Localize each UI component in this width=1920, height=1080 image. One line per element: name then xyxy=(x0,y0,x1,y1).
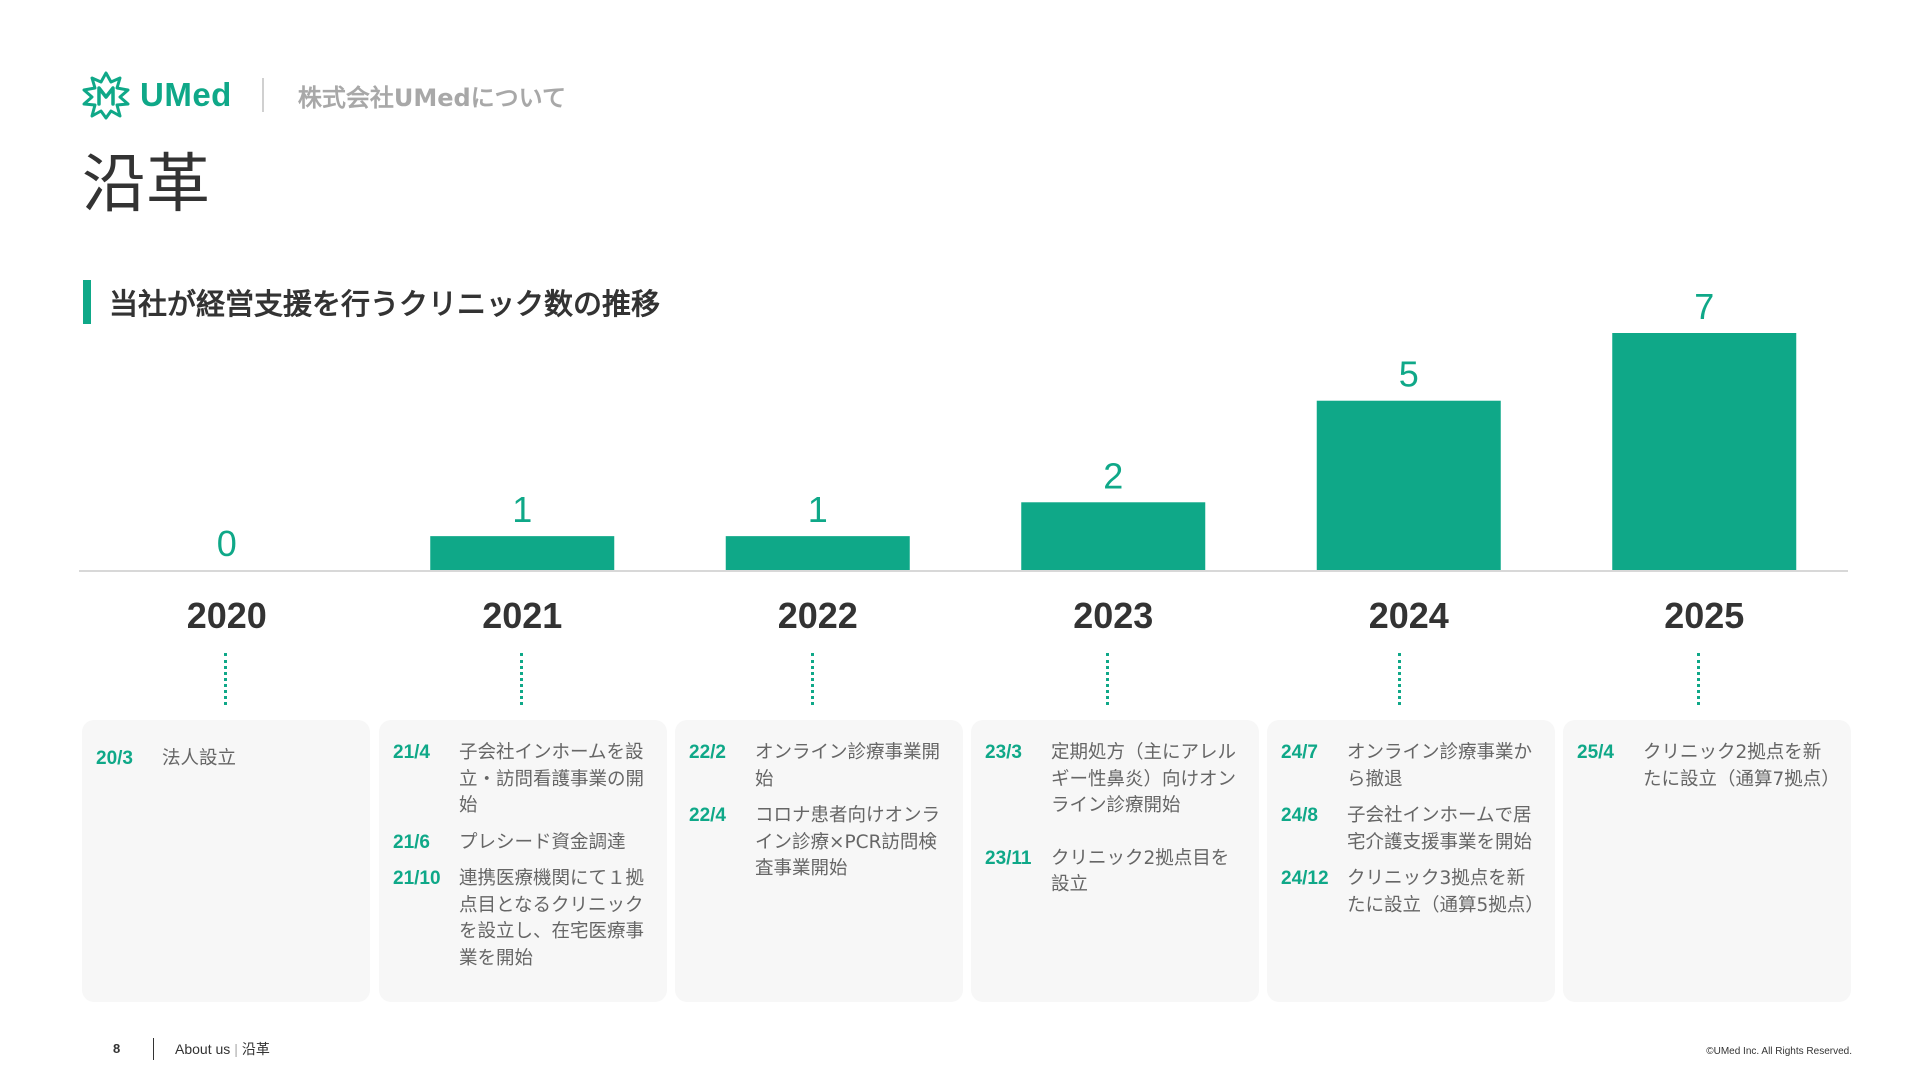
timeline-connector-2020 xyxy=(224,653,227,705)
chart-data-label-2025: 7 xyxy=(1694,286,1714,327)
timeline-connector-2022 xyxy=(811,653,814,705)
chart-category-label-2025: 2025 xyxy=(1664,595,1744,636)
timeline-event: 20/3 法人設立 xyxy=(96,746,356,773)
timeline-connector-2021 xyxy=(520,653,523,705)
timeline-event-date: 21/4 xyxy=(393,742,430,763)
timeline-event-text: 定期処方（主にアレルギー性鼻炎）向けオンライン診療開始 xyxy=(1051,742,1237,816)
footer-pipe: | xyxy=(234,1041,238,1057)
footer-section-en: About us xyxy=(175,1041,231,1057)
chart-data-label-2024: 5 xyxy=(1399,354,1419,395)
timeline-event: 23/11 クリニック2拠点目を設立 xyxy=(985,846,1245,899)
timeline-card-2021: 21/4 子会社インホームを設立・訪問看護事業の開始 21/6 プレシード資金調達 21… xyxy=(379,720,667,1002)
clinic-count-bar-chart: 0 2020 1 2021 1 2022 2 2023 5 2024 7 2025 xyxy=(79,286,1848,636)
timeline-event-date: 24/7 xyxy=(1281,742,1318,763)
timeline-event-text: クリニック3拠点を新たに設立（通算5拠点） xyxy=(1347,868,1544,916)
timeline-event-text: 法人設立 xyxy=(162,748,237,769)
timeline-event-date: 21/6 xyxy=(393,831,430,853)
footer-page-number: 8 xyxy=(113,1041,121,1056)
header-subtitle: 株式会社UMedについて xyxy=(297,83,566,112)
timeline-connector-2023 xyxy=(1106,653,1109,705)
timeline-event: 24/12 クリニック3拠点を新たに設立（通算5拠点） xyxy=(1281,866,1544,919)
section-heading-text: 当社が経営支援を行うクリニック数の推移 xyxy=(109,287,661,321)
chart-bar-2025 xyxy=(1612,333,1797,570)
timeline-event-date: 22/2 xyxy=(689,742,726,763)
timeline-event-date: 20/3 xyxy=(96,748,133,769)
timeline-event-date: 23/11 xyxy=(985,847,1032,869)
timeline-event-date: 24/12 xyxy=(1281,868,1329,889)
timeline-event-date: 24/8 xyxy=(1281,805,1318,826)
timeline-connector-2025 xyxy=(1697,653,1700,705)
timeline-event-date: 21/10 xyxy=(393,868,441,889)
footer-divider xyxy=(153,1038,154,1060)
timeline-event: 22/2 オンライン診療事業開始 xyxy=(689,740,949,793)
brand-header: UMed 株式会社UMedについて xyxy=(80,70,566,120)
timeline-connector-2024 xyxy=(1398,653,1401,705)
chart-category-label-2020: 2020 xyxy=(187,595,267,636)
timeline-event: 25/4 クリニック2拠点を新たに設立（通算7拠点） xyxy=(1577,740,1840,793)
chart-bar-2021 xyxy=(430,536,615,570)
chart-bar-2023 xyxy=(1021,502,1206,570)
timeline-event-date: 22/4 xyxy=(689,805,726,826)
chart-data-label-2020: 0 xyxy=(217,523,237,564)
chart-bar-2022 xyxy=(725,536,910,570)
chart-category-label-2023: 2023 xyxy=(1073,595,1153,636)
timeline-event-text: コロナ患者向けオンライン診療×PCR訪問検査事業開始 xyxy=(755,805,941,879)
chart-category-label-2022: 2022 xyxy=(778,595,858,636)
timeline-event-text: 連携医療機関にて１拠点目となるクリニックを設立し、在宅医療事業を開始 xyxy=(459,868,645,969)
footer-section: About us | 沿革 xyxy=(175,1039,270,1059)
timeline-event: 21/6 プレシード資金調達 xyxy=(393,830,653,857)
timeline-card-2020: 20/3 法人設立 xyxy=(82,720,370,1002)
timeline-event: 24/8 子会社インホームで居宅介護支援事業を開始 xyxy=(1281,803,1541,856)
timeline-card-2023: 23/3 定期処方（主にアレルギー性鼻炎）向けオンライン診療開始 23/11 クリニッ… xyxy=(971,720,1259,1002)
timeline-event-date: 25/4 xyxy=(1577,742,1614,763)
chart-category-label-2024: 2024 xyxy=(1369,595,1449,636)
footer-copyright: ©UMed Inc. All Rights Reserved. xyxy=(1706,1046,1852,1057)
timeline-event: 22/4 コロナ患者向けオンライン診療×PCR訪問検査事業開始 xyxy=(689,803,949,883)
chart-data-label-2022: 1 xyxy=(808,489,828,530)
timeline-event-date: 23/3 xyxy=(985,742,1022,763)
timeline-event-text: オンライン診療事業から撤退 xyxy=(1347,742,1533,790)
timeline-event: 21/4 子会社インホームを設立・訪問看護事業の開始 xyxy=(393,740,653,820)
chart-category-label-2021: 2021 xyxy=(482,595,562,636)
timeline-card-2024: 24/7 オンライン診療事業から撤退 24/8 子会社インホームで居宅介護支援事業を開… xyxy=(1267,720,1555,1002)
footer-section-jp: 沿革 xyxy=(241,1041,270,1057)
timeline-event: 23/3 定期処方（主にアレルギー性鼻炎）向けオンライン診療開始 xyxy=(985,740,1245,820)
timeline-event: 24/7 オンライン診療事業から撤退 xyxy=(1281,740,1541,793)
section-accent-bar xyxy=(83,280,91,324)
timeline-event-text: クリニック2拠点を新たに設立（通算7拠点） xyxy=(1643,742,1840,790)
chart-data-label-2023: 2 xyxy=(1103,455,1123,496)
brand-name: UMed xyxy=(140,76,232,113)
timeline-event: 21/10 連携医療機関にて１拠点目となるクリニックを設立し、在宅医療事業を開始 xyxy=(393,866,653,972)
chart-data-label-2021: 1 xyxy=(512,489,532,530)
timeline-event-text: 子会社インホームを設立・訪問看護事業の開始 xyxy=(459,742,645,816)
header-divider xyxy=(261,78,264,112)
timeline-event-text: クリニック2拠点目を設立 xyxy=(1051,847,1230,896)
timeline-event-text: 子会社インホームで居宅介護支援事業を開始 xyxy=(1347,805,1533,853)
timeline-event-text: オンライン診療事業開始 xyxy=(755,742,941,790)
umed-logo-icon xyxy=(82,71,130,120)
section-heading: 当社が経営支援を行うクリニック数の推移 xyxy=(83,280,660,324)
timeline-card-2022: 22/2 オンライン診療事業開始 22/4 コロナ患者向けオンライン診療×PCR訪問検… xyxy=(675,720,963,1002)
chart-bar-2024 xyxy=(1316,400,1501,570)
page-title: 沿革 xyxy=(82,148,210,222)
timeline-card-2025: 25/4 クリニック2拠点を新たに設立（通算7拠点） xyxy=(1563,720,1851,1002)
timeline-event-text: プレシード資金調達 xyxy=(459,831,626,853)
